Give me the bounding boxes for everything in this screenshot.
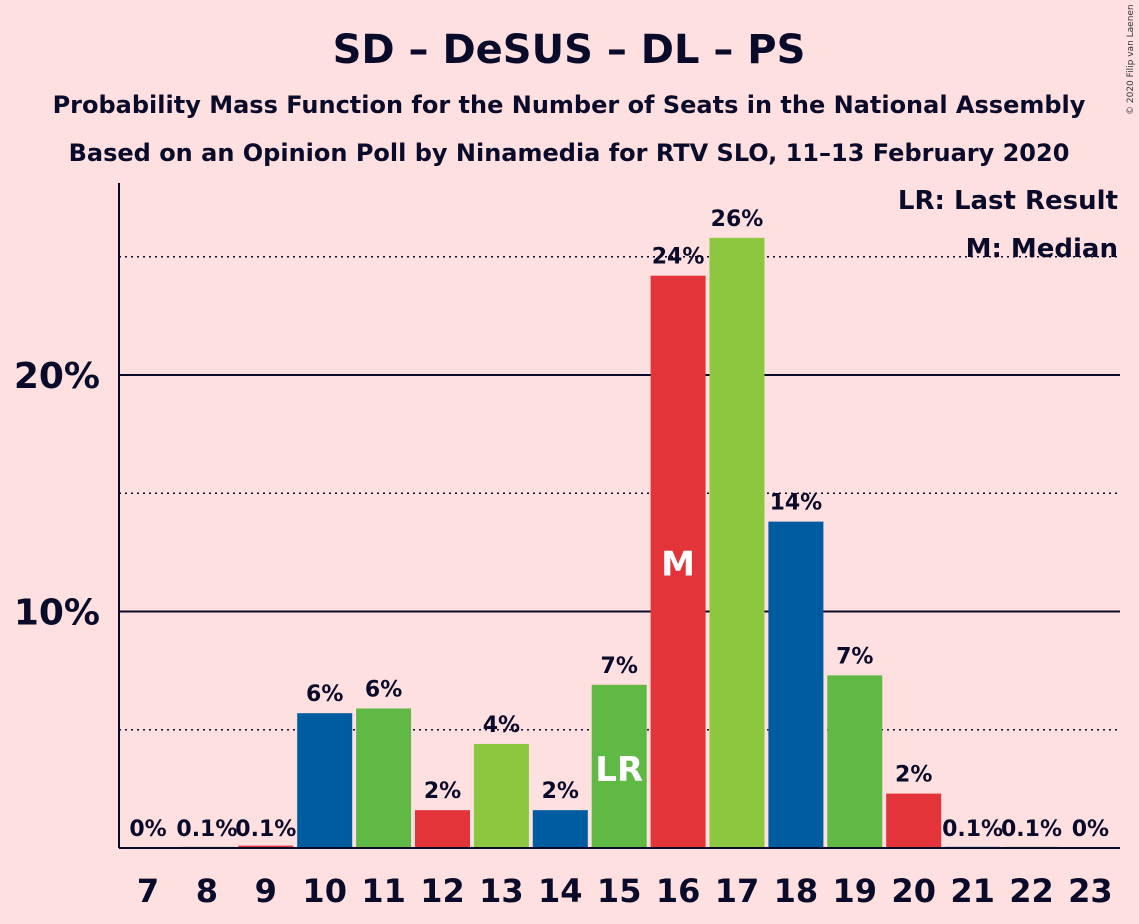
grid-lines (119, 256, 1120, 731)
value-label-19: 7% (836, 644, 873, 669)
bar-18 (768, 521, 824, 848)
legend-last-result: LR: Last Result (898, 186, 1118, 216)
chart-title: SD – DeSUS – DL – PS (333, 27, 806, 73)
x-tick-label-10: 10 (302, 872, 347, 910)
chart-subtitle-1: Probability Mass Function for the Number… (53, 91, 1086, 119)
marker-lr-15: LR (595, 750, 643, 790)
x-tick-label-8: 8 (196, 872, 218, 910)
x-tick-label-14: 14 (538, 872, 583, 910)
bar-20 (886, 793, 942, 848)
value-label-7: 0% (129, 817, 166, 842)
x-tick-label-13: 13 (479, 872, 524, 910)
bar-11 (356, 708, 412, 848)
copyright-notice: © 2020 Filip van Laenen (1126, 4, 1136, 115)
value-label-22: 0.1% (1001, 817, 1062, 842)
value-label-14: 2% (542, 779, 579, 804)
x-tick-label-22: 22 (1009, 872, 1054, 910)
value-label-9: 0.1% (235, 817, 296, 842)
x-axis-ticks: 7 8 9 10 11 12 13 14 15 16 17 18 19 20 21 22 23 (137, 872, 1113, 910)
x-tick-label-20: 20 (891, 872, 936, 910)
value-label-8: 0.1% (176, 817, 237, 842)
bar-14 (532, 810, 588, 848)
x-tick-label-16: 16 (656, 872, 701, 910)
x-tick-label-21: 21 (950, 872, 995, 910)
bar-19 (827, 675, 883, 848)
value-label-15: 7% (601, 654, 638, 679)
chart-subtitle-2: Based on an Opinion Poll by Ninamedia fo… (69, 139, 1070, 167)
bar-10 (297, 713, 353, 848)
x-tick-label-9: 9 (255, 872, 277, 910)
bar-9 (238, 845, 294, 848)
x-tick-label-11: 11 (361, 872, 406, 910)
value-label-18: 14% (770, 491, 823, 516)
bar-markers: LR M (595, 545, 695, 790)
x-tick-label-7: 7 (137, 872, 159, 910)
bars (179, 237, 1059, 848)
x-tick-label-12: 12 (420, 872, 465, 910)
value-label-16: 24% (652, 245, 705, 270)
value-label-11: 6% (365, 677, 402, 702)
bar-15 (591, 684, 647, 848)
value-label-13: 4% (483, 713, 520, 738)
bar-13 (473, 743, 529, 848)
x-tick-label-15: 15 (597, 872, 642, 910)
y-axis-ticks: 10% 20% (14, 356, 100, 634)
x-tick-label-19: 19 (833, 872, 878, 910)
value-label-12: 2% (424, 779, 461, 804)
bar-17 (709, 237, 765, 848)
y-tick-label: 20% (14, 356, 100, 397)
y-tick-label: 10% (14, 593, 100, 634)
value-label-23: 0% (1072, 817, 1109, 842)
value-labels: 0% 0.1%0.1%6% 6%2%4%2%7%24%26%14%7%2%0.1%0… (129, 207, 1109, 842)
bar-12 (415, 810, 470, 848)
value-label-20: 2% (895, 763, 932, 788)
value-label-10: 6% (306, 682, 343, 707)
legend-median: M: Median (966, 234, 1118, 264)
value-label-17: 26% (711, 207, 764, 232)
x-tick-label-17: 17 (715, 872, 760, 910)
x-tick-label-23: 23 (1068, 872, 1113, 910)
marker-m-16: M (661, 545, 695, 585)
x-tick-label-18: 18 (774, 872, 819, 910)
bar-16 (650, 275, 706, 848)
value-label-21: 0.1% (942, 817, 1003, 842)
